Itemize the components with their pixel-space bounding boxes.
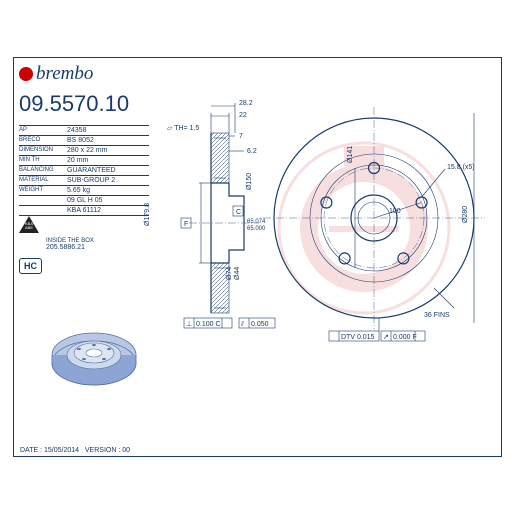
- svg-text:Ø150: Ø150: [246, 173, 253, 190]
- spec-row: BALANCINGGUARANTEED: [19, 165, 149, 175]
- svg-text:22: 22: [239, 112, 247, 119]
- part-number: 09.5570.10: [19, 91, 219, 117]
- kba-badge: KBA ABE: [19, 216, 39, 233]
- svg-text:100: 100: [389, 208, 401, 215]
- brand-name: brembo: [36, 63, 93, 85]
- svg-text:Ø280: Ø280: [462, 206, 469, 223]
- side-section-view: 28.2 22 ▱ TH= 1.5 7 6.2 Ø179.8: [189, 118, 249, 318]
- footer: DATE : 15/05/2014 VERSION : 00: [20, 447, 130, 454]
- svg-text:DTV 0.015: DTV 0.015: [341, 334, 375, 341]
- spec-row: DIMENSION280 x 22 mm: [19, 145, 149, 155]
- drawing-frame: brembo 09.5570.10 AP24358 BRECOBS 8052 D…: [13, 57, 502, 457]
- brand-logo: brembo: [19, 63, 219, 85]
- spec-row: KBA 61112: [19, 205, 149, 216]
- spec-row: BRECOBS 8052: [19, 135, 149, 145]
- hc-badge: HC: [19, 258, 42, 274]
- svg-text:F: F: [184, 221, 188, 228]
- brand-dot-icon: [19, 67, 33, 81]
- svg-text:⊥: ⊥: [186, 321, 192, 328]
- svg-text:28.2: 28.2: [239, 100, 253, 107]
- svg-text:0.100 C: 0.100 C: [196, 321, 221, 328]
- svg-text:Ø44: Ø44: [234, 267, 241, 280]
- svg-text:36 FINS: 36 FINS: [424, 312, 450, 319]
- svg-text:C: C: [236, 209, 241, 216]
- svg-text:Ø179.8: Ø179.8: [144, 203, 151, 226]
- spec-row: MIN TH20 mm: [19, 155, 149, 165]
- spec-table: AP24358 BRECOBS 8052 DIMENSION280 x 22 m…: [19, 125, 149, 216]
- front-view: 15.8 (x5) 100 Ø141 Ø280 36 FINS DTV 0.01…: [269, 113, 479, 323]
- svg-text:15.8 (x5): 15.8 (x5): [447, 164, 475, 171]
- svg-text:Ø141: Ø141: [347, 146, 354, 163]
- svg-text:↗: ↗: [383, 334, 389, 341]
- svg-text:65.000: 65.000: [247, 226, 266, 232]
- spec-row: AP24358: [19, 125, 149, 135]
- svg-text:7: 7: [239, 133, 243, 140]
- brand-area: brembo 09.5570.10: [19, 63, 219, 117]
- spec-row: 09 GL H 05: [19, 195, 149, 205]
- inside-box: INSIDE THE BOX 205.5886.21: [46, 238, 94, 251]
- spec-row: WEIGHT5.65 kg: [19, 185, 149, 195]
- svg-text:65.074: 65.074: [247, 219, 266, 225]
- svg-text:⫽: ⫽: [240, 320, 245, 328]
- svg-text:0.000 F: 0.000 F: [393, 334, 417, 341]
- svg-text:0.050: 0.050: [251, 321, 269, 328]
- svg-text:Ø74: Ø74: [226, 267, 233, 280]
- disc-3d-render: [49, 318, 139, 408]
- spec-row: MATERIALSUB-GROUP 2: [19, 175, 149, 185]
- svg-text:▱ TH= 1.5: ▱ TH= 1.5: [167, 125, 199, 132]
- svg-text:6.2: 6.2: [247, 148, 257, 155]
